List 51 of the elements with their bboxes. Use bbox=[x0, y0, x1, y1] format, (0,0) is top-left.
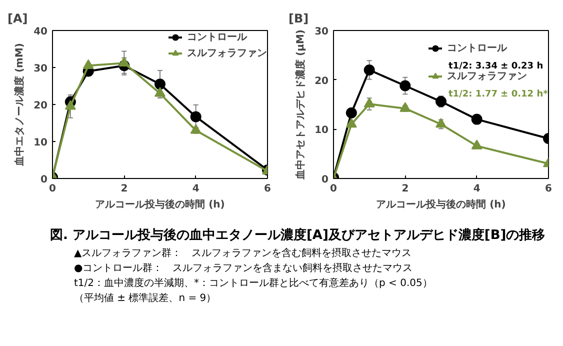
chart-title: [A] bbox=[8, 12, 28, 26]
y-tick-label: 20 bbox=[314, 76, 329, 87]
y-axis-title: 血中エタノール濃度 (mM) bbox=[14, 42, 26, 167]
point bbox=[400, 80, 411, 92]
text: t1/2：血中濃度の半減期、*：コントロール群と比べて有意差あり（p < 0.05） bbox=[74, 276, 434, 291]
legend-label: スルフォラファン bbox=[187, 47, 267, 60]
point bbox=[118, 56, 130, 66]
point bbox=[471, 140, 482, 150]
x-tick-label: 2 bbox=[120, 184, 128, 194]
x-tick-label: 0 bbox=[49, 184, 56, 194]
y-tick-label: 10 bbox=[34, 138, 48, 148]
x-tick-label: 6 bbox=[264, 184, 272, 194]
y-tick-label: 30 bbox=[34, 64, 48, 74]
point bbox=[346, 118, 357, 128]
point bbox=[154, 78, 166, 90]
point bbox=[190, 111, 202, 122]
point bbox=[364, 98, 375, 108]
text: ●コントロール群： スルフォラファンを含まない飼料を摂取させたマウス bbox=[74, 262, 414, 276]
x-axis-title: アルコール投与後の時間 (h) bbox=[376, 198, 506, 210]
point bbox=[364, 64, 375, 76]
point bbox=[64, 100, 76, 110]
text: ▲スルフォラファン群： スルフォラファンを含む飼料を摂取させたマウス bbox=[74, 246, 413, 261]
x-tick-label: 4 bbox=[192, 184, 200, 194]
text: 図. アルコール投与後の血中エタノール濃度[A]及びアセトアルデヒド濃度[B]の推移 bbox=[50, 227, 546, 245]
x-tick-label: 0 bbox=[330, 184, 338, 194]
x-tick-label: 4 bbox=[473, 184, 480, 194]
point bbox=[82, 59, 94, 70]
legend-label: コントロール bbox=[447, 42, 507, 55]
y-axis-title: 血中アセトアルデヒド濃度 (μM) bbox=[294, 30, 307, 180]
point bbox=[436, 96, 446, 108]
y-tick-label: 0 bbox=[40, 174, 48, 186]
y-tick-label: 0 bbox=[322, 174, 329, 186]
chart-title: [B] bbox=[288, 12, 309, 26]
text: （平均値 ± 標準誤差、n = 9） bbox=[74, 292, 218, 306]
annotation: t1/2: 3.34 ± 0.23 h bbox=[448, 62, 544, 72]
point bbox=[346, 107, 357, 118]
y-tick-label: 10 bbox=[314, 125, 329, 136]
point bbox=[154, 87, 166, 97]
legend-label: コントロール bbox=[187, 31, 247, 44]
point bbox=[436, 118, 446, 128]
point bbox=[190, 124, 202, 134]
y-tick-label: 40 bbox=[34, 26, 48, 38]
x-axis-title: アルコール投与後の時間 (h) bbox=[95, 198, 225, 210]
y-tick-label: 20 bbox=[34, 100, 48, 112]
annotation: t1/2: 1.77 ± 0.12 h* bbox=[448, 90, 548, 100]
point bbox=[400, 102, 411, 112]
x-tick-label: 6 bbox=[545, 184, 552, 194]
x-tick-label: 2 bbox=[402, 184, 409, 194]
y-tick-label: 30 bbox=[314, 26, 329, 38]
legend-label: スルフォラファン bbox=[447, 70, 527, 83]
point bbox=[471, 114, 482, 125]
